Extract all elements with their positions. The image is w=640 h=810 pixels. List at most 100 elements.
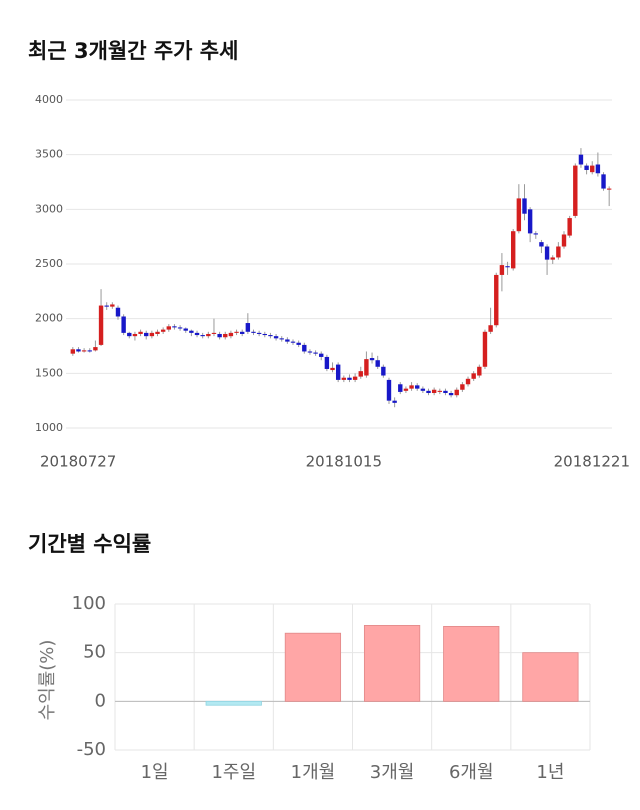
x-tick-label: 1일 — [141, 762, 169, 783]
candle-body — [369, 358, 375, 361]
candle-body — [533, 233, 538, 235]
candle-body — [223, 333, 228, 338]
candle-body — [601, 174, 606, 189]
chart-title: 기간별 수익률 — [28, 532, 151, 556]
candle-body — [448, 393, 454, 396]
candle-body — [465, 378, 471, 385]
bar — [443, 625, 500, 702]
bar — [205, 700, 262, 706]
candle-body — [115, 307, 121, 317]
candle-body — [87, 350, 92, 352]
candle-body — [313, 352, 318, 354]
y-tick-label: 3500 — [35, 148, 63, 161]
candle-body — [420, 388, 426, 391]
candle-body — [510, 231, 516, 269]
candle-body — [166, 326, 172, 330]
y-tick-label: 1000 — [35, 421, 63, 434]
candle-body — [505, 266, 510, 268]
candle-body — [268, 335, 273, 337]
y-tick-label: 1500 — [35, 366, 63, 379]
candle-body — [471, 373, 476, 379]
x-tick-label: 1개월 — [291, 762, 336, 783]
candle-body — [477, 366, 482, 376]
candle-body — [573, 165, 578, 216]
candle-body — [516, 198, 522, 232]
candle-body — [494, 274, 499, 326]
candle-body — [279, 338, 284, 340]
candle-body — [234, 331, 239, 333]
x-tick-label: 20181221 — [554, 453, 630, 471]
candle-body — [290, 341, 296, 343]
candle-body — [584, 165, 589, 170]
candle-body — [539, 242, 544, 247]
candle-body — [138, 331, 143, 334]
candle-body — [183, 328, 188, 331]
candle-body — [160, 329, 166, 332]
candle-body — [556, 246, 561, 258]
candle-body — [132, 333, 138, 337]
candle-body — [155, 331, 160, 334]
candle-body — [482, 331, 488, 367]
candle-body — [392, 400, 397, 403]
candle-body — [544, 246, 550, 260]
bar — [284, 632, 342, 702]
candle-body — [415, 385, 420, 389]
candle-body — [522, 198, 527, 214]
candle-body — [426, 390, 431, 394]
candle-body — [352, 376, 358, 380]
candle-body — [324, 356, 330, 369]
y-tick-label: 4000 — [35, 93, 63, 106]
candle-body — [606, 188, 612, 190]
candle-body — [194, 332, 200, 336]
candle-body — [443, 390, 448, 394]
candle-body — [172, 326, 177, 328]
candle-body — [431, 389, 437, 394]
candle-body — [319, 353, 324, 357]
candle-body — [341, 377, 347, 380]
candle-body — [200, 335, 205, 337]
candle-body — [127, 332, 132, 337]
x-tick-label: 1년 — [536, 762, 564, 783]
candle-body — [239, 331, 245, 334]
candle-body — [256, 332, 262, 334]
y-tick-label: 2500 — [35, 257, 63, 270]
x-tick-label: 6개월 — [449, 762, 494, 783]
y-axis-label: 수익률(%) — [37, 640, 58, 721]
candle-body — [98, 305, 104, 345]
bar — [363, 625, 421, 702]
candle-body — [527, 209, 533, 234]
candle-body — [110, 304, 115, 307]
candle-body — [364, 359, 369, 376]
candle-body — [550, 257, 555, 260]
candle-body — [409, 385, 414, 389]
candle-body — [567, 218, 572, 236]
candle-body — [189, 330, 194, 333]
candle-body — [437, 390, 443, 392]
candle-body — [578, 154, 584, 165]
x-tick-label: 20181015 — [306, 453, 382, 471]
candle-body — [335, 364, 341, 380]
candle-body — [93, 347, 98, 351]
candle-body — [76, 349, 81, 352]
candle-body — [302, 344, 307, 352]
candle-body — [386, 379, 392, 401]
y-tick-label: 50 — [83, 642, 106, 663]
candle-body — [347, 377, 352, 380]
candle-body — [488, 325, 493, 332]
candle-body — [144, 332, 149, 337]
y-tick-label: 0 — [95, 690, 106, 711]
x-tick-label: 1주일 — [211, 762, 256, 783]
candle-body — [81, 350, 87, 352]
candle-body — [245, 323, 251, 332]
candle-body — [561, 234, 567, 247]
bar — [522, 652, 579, 702]
candle-body — [381, 366, 386, 376]
candle-body — [251, 331, 256, 333]
candle-body — [104, 305, 109, 307]
candle-body — [460, 384, 465, 390]
candle-body — [358, 371, 363, 377]
candle-body — [262, 333, 267, 336]
x-tick-label: 20180727 — [40, 453, 116, 471]
